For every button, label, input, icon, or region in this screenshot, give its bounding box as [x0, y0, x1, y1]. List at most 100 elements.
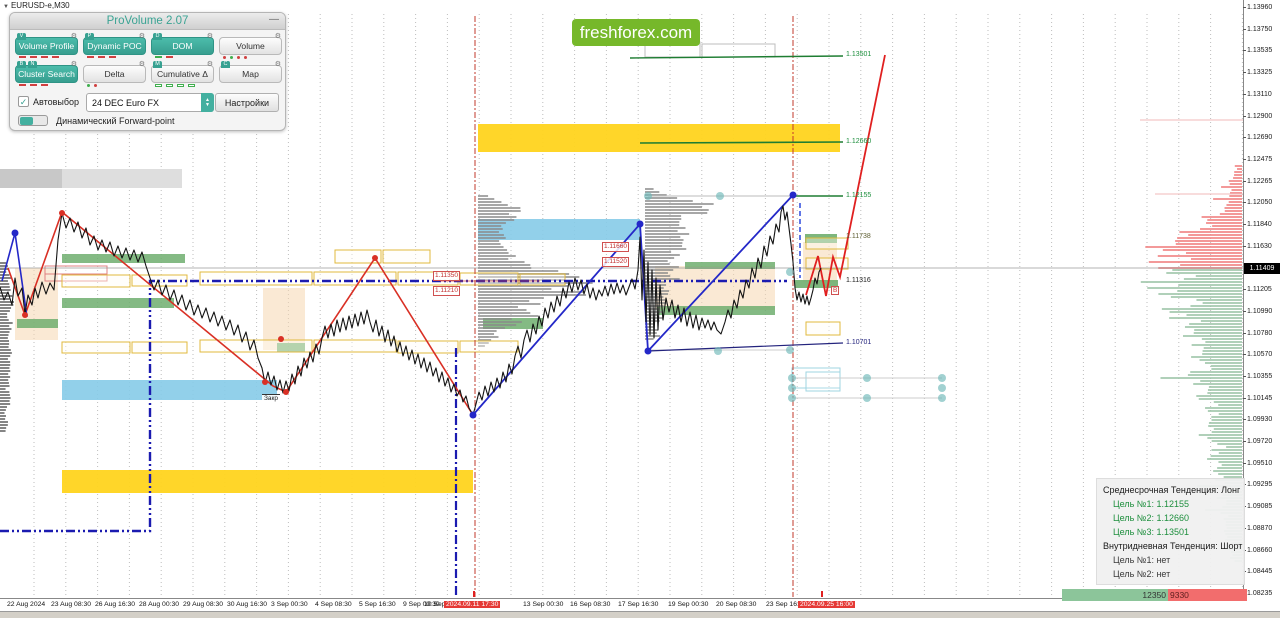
price-tick-label: 1.09930 — [1242, 416, 1273, 424]
volume-totals-bar: 12350 9330 — [1062, 589, 1247, 601]
time-tick-label: 19 Sep 00:30 — [668, 601, 709, 608]
button-indicator-row — [223, 56, 247, 59]
cluster-price-label: 1.11350 — [433, 271, 461, 281]
buy-volume-value: 12350 — [1062, 589, 1168, 601]
forward-point-label: Динамический Forward-point — [56, 115, 175, 126]
panel-button-dom[interactable]: DOM — [151, 37, 214, 55]
panel-titlebar[interactable]: ProVolume 2.07 — — [10, 13, 285, 30]
session-date-label: 2024.09.25 16:00 — [798, 601, 855, 608]
price-tick-label: 1.09720 — [1242, 438, 1273, 445]
tendency-line: Среднесрочная Тенденция: Лонг — [1103, 485, 1241, 495]
price-tick-label: 1.12475 — [1242, 155, 1273, 163]
time-tick-label: 16 Sep 08:30 — [570, 601, 611, 608]
panel-button-cell-dom: D ⚙ DOM — [151, 33, 214, 60]
red-impulse — [805, 54, 886, 297]
close-marker-label: Закр — [262, 394, 280, 402]
price-tick-label: 1.13325 — [1242, 69, 1273, 77]
price-tick-label: 1.13535 — [1242, 47, 1273, 55]
gear-icon[interactable]: ⚙ — [138, 61, 145, 68]
price-tick-label: 1.10570 — [1242, 351, 1273, 359]
gear-icon[interactable]: ⚙ — [70, 61, 77, 68]
minimize-icon[interactable]: — — [269, 14, 279, 25]
marker-dots — [11, 191, 946, 419]
tendency-line: Цель №2: 1.12660 — [1113, 513, 1189, 523]
forward-point-toggle[interactable] — [18, 115, 48, 126]
price-tick-label: 1.12050 — [1242, 199, 1273, 207]
gear-icon[interactable]: ⚙ — [70, 33, 77, 40]
select-spinner-icon[interactable]: ▲ ▼ — [201, 93, 214, 112]
button-indicator-row — [155, 84, 195, 87]
price-axis: 1.13960 1.13750 1.13535 1.13325 1.13110 1.129… — [1242, 0, 1280, 598]
price-tick-label: 1.12900 — [1242, 112, 1273, 120]
price-line — [0, 205, 822, 416]
button-indicator-row — [155, 56, 173, 58]
tendency-line: Цель №1: 1.12155 — [1113, 499, 1189, 509]
intraday-line-10701 — [647, 342, 844, 352]
hotkey-tab: M — [153, 61, 162, 68]
time-tick-label: 5 Sep 16:30 — [359, 601, 396, 608]
broker-watermark: freshforex.com — [572, 19, 700, 46]
price-level-label: 1.13501 — [846, 51, 872, 58]
panel-button-dynamic-poc[interactable]: Dynamic POC — [83, 37, 146, 55]
price-tick-label: 1.11840 — [1243, 221, 1272, 228]
settings-button[interactable]: Настройки — [215, 93, 279, 112]
button-indicator-row — [87, 84, 97, 87]
current-price-box: 1.11409 — [1244, 263, 1280, 275]
price-tick-label: 1.08660 — [1242, 546, 1273, 554]
price-tick-label: 1.09085 — [1242, 503, 1273, 511]
price-tick-label: 1.10355 — [1242, 372, 1273, 380]
panel-button-cell-cumulative: M ⚙ Cumulative Δ — [151, 61, 214, 88]
price-level-label: 1.12155 — [846, 192, 872, 199]
time-tick-label: 3 Sep 00:30 — [271, 601, 308, 608]
panel-button-delta[interactable]: Delta — [83, 65, 146, 83]
autoselect-checkbox[interactable]: ✓ — [18, 96, 29, 107]
panel-button-cumulative[interactable]: Cumulative Δ — [151, 65, 214, 83]
gear-icon[interactable]: ⚙ — [274, 33, 281, 40]
time-axis: 22 Aug 2024 23 Aug 08:30 26 Aug 16:30 28 Au… — [0, 598, 1243, 611]
price-tick-label: 1.12265 — [1242, 177, 1273, 185]
gear-icon[interactable]: ⚙ — [206, 61, 213, 68]
cluster-price-label: 1.11520 — [602, 257, 630, 267]
time-tick-label: 10 Sep — [424, 601, 446, 608]
button-indicator-row — [87, 56, 116, 58]
blue-zigzag-main — [472, 194, 794, 416]
provolume-panel: ProVolume 2.07 — V ⚙ Volume Profile P ⚙ Dynam… — [9, 12, 286, 131]
hotkey-tab: C — [221, 61, 230, 68]
time-tick-label: 29 Aug 08:30 — [183, 601, 224, 608]
tendency-panel: Среднесрочная Тенденция: Лонг Цель №1: 1.… — [1096, 478, 1245, 585]
target-line-12660 — [639, 141, 844, 144]
panel-button-map[interactable]: Map — [219, 65, 282, 83]
tendency-line: Цель №1: нет — [1113, 555, 1171, 565]
price-tick-label: 1.11205 — [1243, 286, 1272, 294]
panel-button-volume-profile[interactable]: Volume Profile — [15, 37, 78, 55]
chart-canvas[interactable]: ▼ EURUSD-e,M30 freshforex.com 1.13501 1.12… — [0, 0, 1243, 598]
price-tick-label: 1.08235 — [1242, 589, 1273, 597]
price-tick-label: 1.09295 — [1242, 481, 1273, 489]
gear-icon[interactable]: ⚙ — [138, 33, 145, 40]
session-date-label: 2024.09.11 17:30 — [444, 601, 501, 608]
navy-step — [0, 279, 787, 533]
cluster-price-label: 1.11210 — [433, 286, 461, 296]
panel-button-cell-volume-profile: V ⚙ Volume Profile — [15, 33, 78, 60]
price-tick-label: 1.13110 — [1243, 90, 1272, 98]
time-tick-label: 4 Sep 08:30 — [315, 601, 352, 608]
time-tick-label: 20 Sep 08:30 — [716, 601, 757, 608]
gear-icon[interactable]: ⚙ — [274, 61, 281, 68]
tendency-line: Цель №2: нет — [1113, 569, 1171, 579]
symbol-dropdown-icon[interactable]: ▼ — [3, 4, 9, 10]
instrument-select[interactable]: 24 DEC Euro FX ▲ ▼ — [86, 93, 214, 112]
panel-button-cluster-search[interactable]: Cluster Search — [15, 65, 78, 83]
button-indicator-row — [19, 84, 48, 86]
price-tick-label: 1.10780 — [1242, 329, 1273, 337]
price-tick-label: 1.13750 — [1242, 25, 1273, 33]
price-tick-label: 1.11630 — [1243, 242, 1272, 250]
panel-button-volume[interactable]: Volume — [219, 37, 282, 55]
price-level-label: 1.11738 — [846, 233, 871, 240]
button-indicator-row — [19, 56, 59, 58]
chart-symbol-label: ▼ EURUSD-e,M30 — [3, 1, 70, 10]
panel-button-cell-delta: ⚙ Delta — [83, 61, 146, 88]
gear-icon[interactable]: ⚙ — [206, 33, 213, 40]
time-tick-label: 22 Aug 2024 — [7, 601, 46, 608]
panel-button-cell-cluster-search: B N ⚙ Cluster Search — [15, 61, 78, 88]
